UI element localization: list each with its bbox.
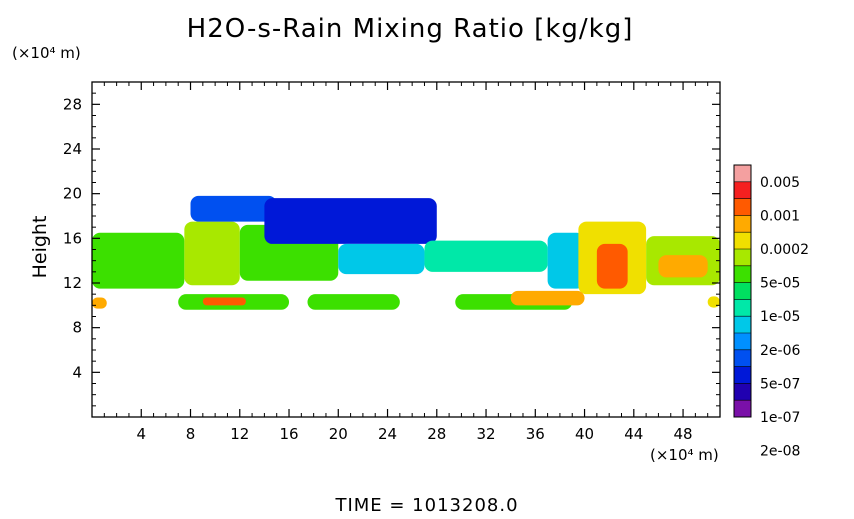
colorbar-label: 2e-08 — [760, 444, 800, 460]
x-axis-unit: (×10⁴ m) — [650, 446, 719, 464]
colorbar-swatch — [734, 282, 751, 300]
x-tick-label: 36 — [526, 425, 545, 443]
colorbar-swatch — [734, 366, 751, 384]
colorbar-swatch — [734, 265, 751, 283]
region-6 — [424, 240, 548, 272]
x-tick-label: 16 — [279, 425, 298, 443]
colorbar-swatch — [734, 215, 751, 233]
x-tick-label: 44 — [624, 425, 643, 443]
y-axis-unit: (×10⁴ m) — [12, 44, 81, 62]
x-tick-label: 8 — [186, 425, 196, 443]
colorbar-label: 0.005 — [760, 175, 800, 191]
colorbar-label: 0.001 — [760, 208, 800, 224]
region-4 — [264, 198, 437, 244]
region-18 — [707, 296, 720, 308]
colorbar-label: 1e-07 — [760, 410, 800, 426]
colorbar-label: 2e-06 — [760, 343, 800, 359]
region-0 — [92, 232, 185, 289]
y-tick-label: 12 — [63, 274, 82, 292]
colorbar-label: 5e-07 — [760, 376, 800, 392]
colorbar-swatch — [734, 299, 751, 317]
x-tick-label: 4 — [136, 425, 146, 443]
colorbar-swatch — [734, 333, 751, 351]
x-tick-label: 32 — [476, 425, 495, 443]
colorbar-legend: 0.005 0.001 0.0002 5e-05 1e-05 2e-06 5e-07 1e-0… — [733, 164, 809, 460]
chart-title: H2O-s-Rain Mixing Ratio [kg/kg] — [186, 14, 634, 44]
x-tick-label: 24 — [378, 425, 397, 443]
colorbar-label: 0.0002 — [760, 242, 809, 258]
colorbar-swatch — [734, 181, 751, 199]
region-1 — [184, 221, 240, 286]
x-tick-label: 20 — [329, 425, 348, 443]
region-7 — [547, 232, 585, 289]
region-5 — [338, 243, 425, 275]
y-tick-label: 8 — [72, 319, 82, 337]
colorbar-swatch — [734, 349, 751, 367]
region-14 — [202, 297, 246, 306]
y-tick-label: 24 — [63, 140, 82, 158]
x-axis-ticks: 4 8 12 16 20 24 28 32 36 40 44 48 — [103, 82, 709, 443]
y-tick-label: 16 — [63, 229, 82, 247]
plot-fills — [92, 195, 720, 310]
colorbar-swatch — [734, 232, 751, 250]
region-17 — [510, 290, 585, 306]
y-tick-label: 20 — [63, 185, 82, 203]
x-tick-label: 48 — [674, 425, 693, 443]
y-tick-label: 28 — [63, 95, 82, 113]
colorbar-label: 1e-05 — [760, 309, 800, 325]
time-label: TIME = 1013208.0 — [335, 495, 519, 516]
x-tick-label: 12 — [230, 425, 249, 443]
region-12 — [92, 297, 107, 309]
region-15 — [307, 294, 400, 310]
region-2 — [190, 195, 277, 222]
colorbar-swatch — [734, 165, 751, 183]
region-11 — [658, 255, 708, 278]
colorbar-swatch — [734, 249, 751, 267]
region-9 — [596, 243, 628, 289]
colorbar-frame — [733, 164, 752, 418]
colorbar-swatch — [734, 400, 751, 418]
y-tick-label: 4 — [72, 363, 82, 381]
colorbar-swatch — [734, 383, 751, 401]
x-tick-label: 40 — [575, 425, 594, 443]
y-axis-ticks: 4 8 12 16 20 24 28 — [63, 92, 720, 407]
x-tick-label: 28 — [427, 425, 446, 443]
colorbar-label: 5e-05 — [760, 276, 800, 292]
colorbar-swatch — [734, 198, 751, 216]
colorbar-swatch — [734, 316, 751, 334]
